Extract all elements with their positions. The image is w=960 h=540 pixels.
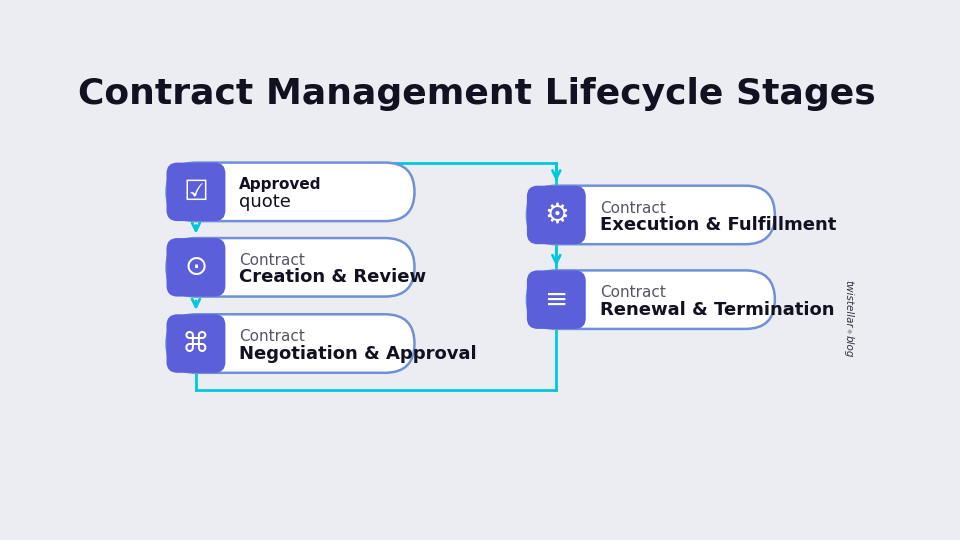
Text: ☑: ☑: [183, 178, 208, 206]
Text: ⌘: ⌘: [182, 329, 210, 357]
Text: quote: quote: [239, 193, 291, 211]
Text: blog: blog: [844, 335, 853, 357]
FancyBboxPatch shape: [166, 163, 226, 221]
Text: Renewal & Termination: Renewal & Termination: [600, 301, 834, 319]
Text: ⚙: ⚙: [544, 201, 568, 229]
FancyBboxPatch shape: [527, 186, 586, 244]
FancyBboxPatch shape: [527, 271, 775, 329]
FancyBboxPatch shape: [166, 238, 226, 296]
Text: Execution & Fulfillment: Execution & Fulfillment: [600, 216, 836, 234]
FancyBboxPatch shape: [527, 271, 586, 329]
FancyBboxPatch shape: [166, 238, 415, 296]
FancyBboxPatch shape: [166, 314, 226, 373]
Text: twistellar: twistellar: [844, 280, 853, 327]
Text: Negotiation & Approval: Negotiation & Approval: [239, 345, 477, 362]
Text: Contract Management Lifecycle Stages: Contract Management Lifecycle Stages: [78, 77, 876, 111]
FancyBboxPatch shape: [527, 186, 775, 244]
FancyBboxPatch shape: [166, 163, 415, 221]
Text: Contract: Contract: [600, 200, 665, 215]
Text: Creation & Review: Creation & Review: [239, 268, 426, 286]
FancyBboxPatch shape: [166, 314, 415, 373]
Text: Approved: Approved: [239, 178, 322, 192]
Text: Contract: Contract: [239, 329, 305, 344]
Text: Contract: Contract: [600, 285, 665, 300]
Text: ⊙: ⊙: [184, 253, 207, 281]
Text: ≡: ≡: [544, 286, 568, 314]
Text: Contract: Contract: [239, 253, 305, 268]
Text: ◆: ◆: [846, 328, 852, 333]
